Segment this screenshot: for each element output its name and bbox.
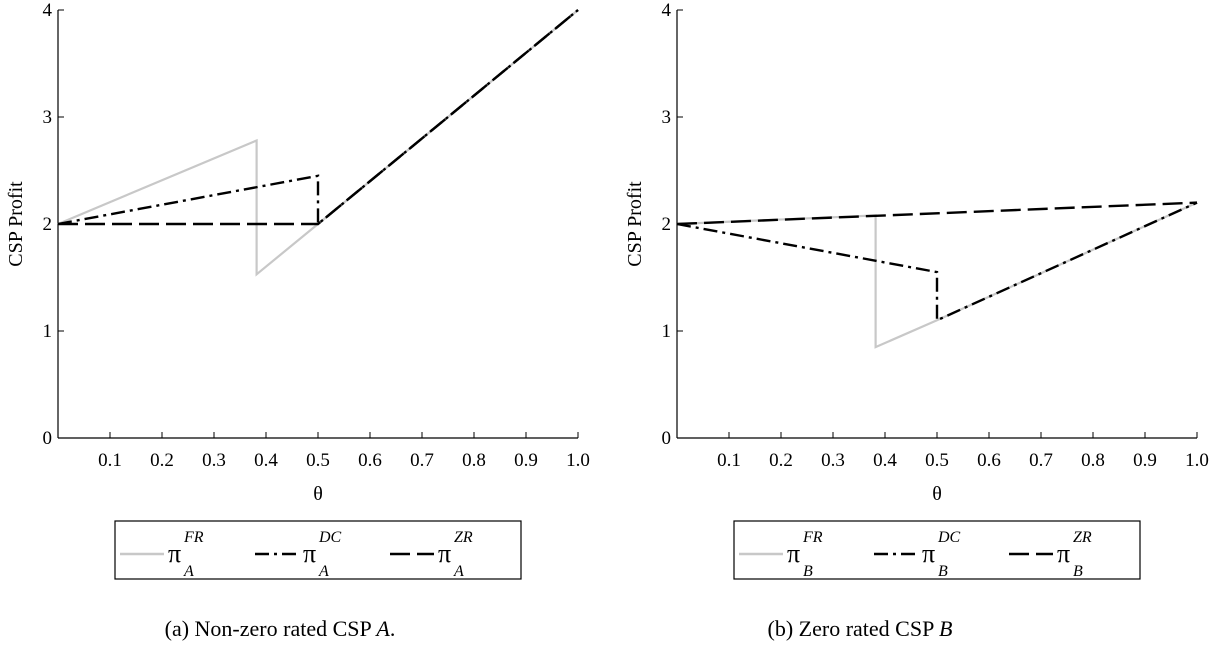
x-tick-label: 0.5 bbox=[925, 450, 949, 471]
legend-subscript: B bbox=[938, 563, 948, 580]
y-tick-label: 3 bbox=[43, 107, 53, 128]
y-tick-label: 4 bbox=[662, 0, 672, 21]
panel-b: 0 1 2 3 4 0.1 0.2 0.3 0.4 0.5 0.6 0.7 0.8 0.9 1.0 θ CSP … bbox=[624, 0, 1209, 641]
legend-symbol: π bbox=[303, 539, 316, 568]
legend-subscript: B bbox=[803, 563, 813, 580]
x-tick-label: 0.7 bbox=[410, 450, 434, 471]
x-tick-label: 1.0 bbox=[566, 450, 590, 471]
x-tick-label: 0.1 bbox=[98, 450, 122, 471]
legend-symbol: π bbox=[438, 539, 451, 568]
legend-superscript: FR bbox=[802, 529, 823, 546]
legend-superscript: FR bbox=[183, 529, 204, 546]
series-line-zr bbox=[58, 9, 579, 226]
legend-symbol: π bbox=[168, 539, 181, 568]
legend-symbol: π bbox=[922, 539, 935, 568]
panel-a: 0 1 2 3 4 0.1 0.2 0.3 0.4 0.5 0.6 0.7 0.8 0.9 1.0 θ CSP … bbox=[5, 0, 590, 641]
y-tick-label: 0 bbox=[43, 428, 53, 449]
x-tick-label: 0.8 bbox=[462, 450, 486, 471]
x-tick-label: 0.6 bbox=[358, 450, 382, 471]
legend-subscript: A bbox=[318, 563, 329, 580]
legend-subscript: A bbox=[453, 563, 464, 580]
legend-symbol: π bbox=[787, 539, 800, 568]
y-axis-title: CSP Profit bbox=[5, 181, 27, 267]
legend-box bbox=[114, 520, 522, 580]
legend-subscript: A bbox=[183, 563, 194, 580]
caption: (b) Zero rated CSP B bbox=[768, 616, 953, 641]
x-tick-label: 0.3 bbox=[202, 450, 226, 471]
x-tick-label: 0.9 bbox=[1133, 450, 1157, 471]
x-tick-label: 0.2 bbox=[769, 450, 793, 471]
series-line-zr bbox=[676, 201, 1198, 226]
y-tick-label: 1 bbox=[662, 321, 672, 342]
y-axis-title: CSP Profit bbox=[624, 181, 646, 267]
x-tick-label: 1.0 bbox=[1185, 450, 1209, 471]
caption-prefix: (b) Zero rated CSP bbox=[768, 616, 939, 641]
x-axis-title: θ bbox=[313, 483, 323, 505]
caption: (a) Non-zero rated CSP A. bbox=[165, 616, 396, 641]
x-tick-label: 0.1 bbox=[717, 450, 741, 471]
x-tick-label: 0.2 bbox=[150, 450, 174, 471]
x-tick-label: 0.3 bbox=[821, 450, 845, 471]
legend-box bbox=[733, 520, 1141, 580]
caption-italic: B bbox=[939, 616, 952, 641]
y-tick-label: 2 bbox=[662, 214, 672, 235]
caption-prefix: (a) Non-zero rated CSP bbox=[165, 616, 377, 641]
x-tick-label: 0.8 bbox=[1081, 450, 1105, 471]
x-tick-label: 0.4 bbox=[873, 450, 897, 471]
legend-superscript: ZR bbox=[454, 529, 473, 546]
caption-italic: A bbox=[374, 616, 390, 641]
x-tick-label: 0.9 bbox=[514, 450, 538, 471]
series-line-fr bbox=[57, 9, 579, 277]
x-tick-label: 0.7 bbox=[1029, 450, 1053, 471]
y-tick-label: 1 bbox=[43, 321, 53, 342]
y-tick-label: 3 bbox=[662, 107, 672, 128]
x-axis-title: θ bbox=[932, 483, 942, 505]
legend-superscript: DC bbox=[318, 529, 342, 546]
series-line-fr bbox=[676, 201, 1198, 349]
legend-subscript: B bbox=[1073, 563, 1083, 580]
caption-suffix: . bbox=[390, 616, 396, 641]
legend-superscript: ZR bbox=[1073, 529, 1092, 546]
x-tick-label: 0.5 bbox=[306, 450, 330, 471]
y-tick-label: 4 bbox=[43, 0, 53, 21]
y-tick-label: 0 bbox=[662, 428, 672, 449]
x-tick-label: 0.6 bbox=[977, 450, 1001, 471]
legend-symbol: π bbox=[1057, 539, 1070, 568]
legend-superscript: DC bbox=[937, 529, 961, 546]
y-tick-label: 2 bbox=[43, 214, 53, 235]
x-tick-label: 0.4 bbox=[254, 450, 278, 471]
